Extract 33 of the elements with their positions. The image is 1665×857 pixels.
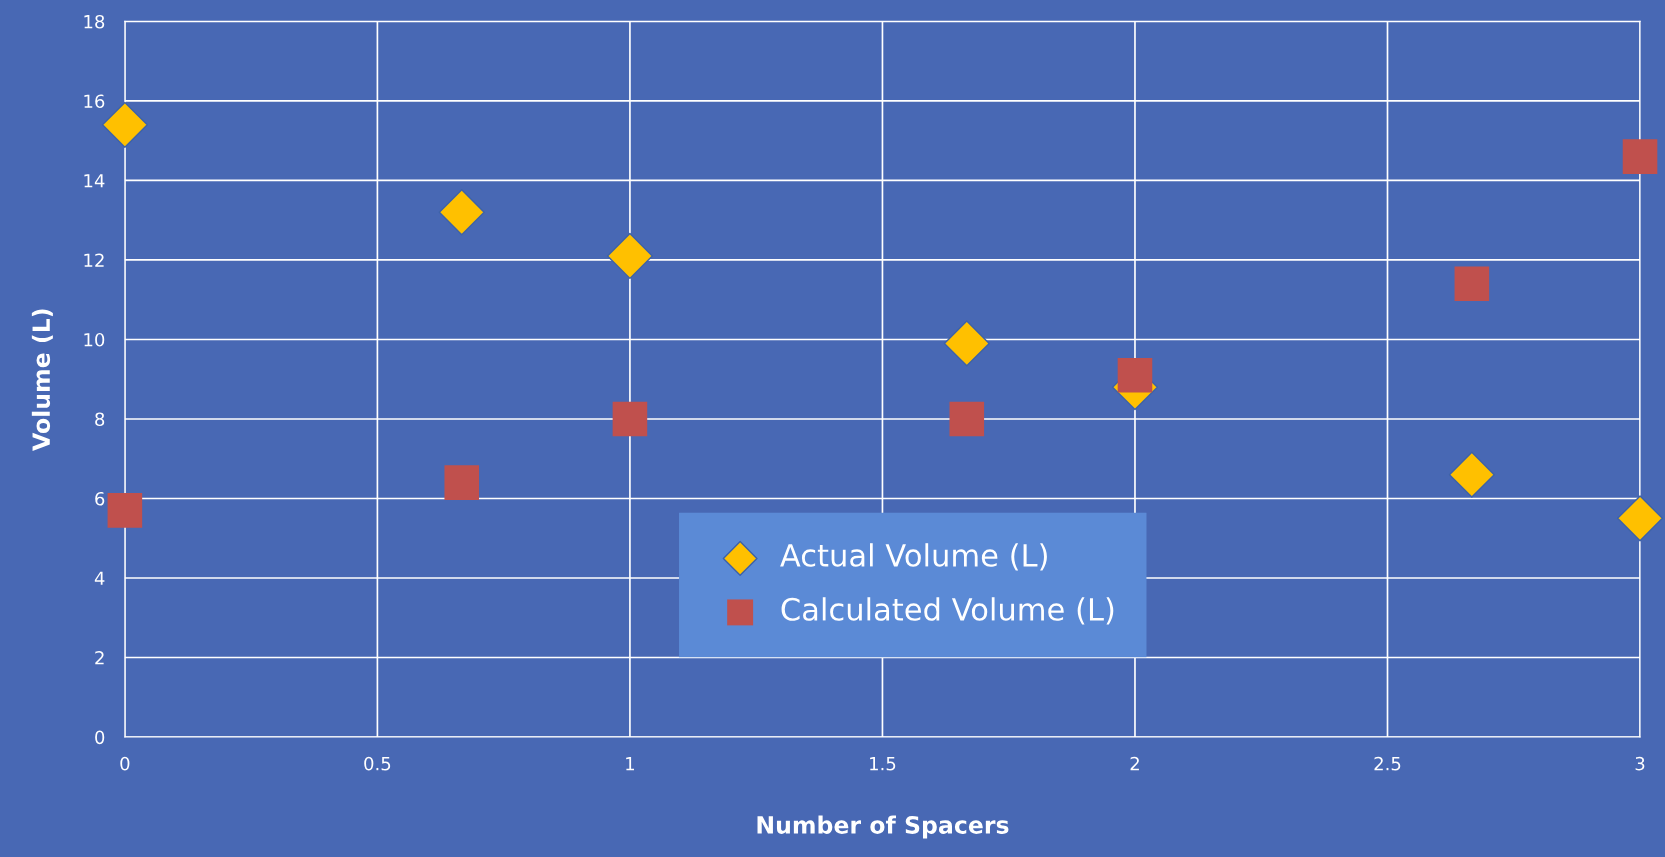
point [1616, 495, 1664, 542]
point [444, 465, 480, 500]
y-axis-title: Volume (L) [31, 309, 53, 451]
legend-label: Calculated Volume (L) [781, 597, 1114, 625]
y-tick-label: 12 [84, 253, 104, 267]
point [1622, 139, 1658, 174]
y-tick-label: 6 [95, 491, 105, 506]
x-tick-label: 0 [120, 756, 130, 771]
point [949, 401, 985, 437]
point [606, 232, 654, 280]
point [1448, 451, 1495, 498]
y-tick-label: 10 [84, 332, 105, 347]
x-tick-label: 3 [1635, 756, 1645, 771]
point [438, 189, 485, 236]
x-tick-label: 2.5 [1374, 756, 1401, 771]
point [1454, 266, 1490, 302]
x-tick-label: 1.5 [870, 757, 896, 771]
y-tick-label: 8 [95, 412, 105, 427]
point [943, 320, 990, 367]
y-tick-label: 18 [84, 14, 105, 29]
y-tick-label: 14 [84, 174, 105, 188]
y-tick-label: 16 [84, 94, 105, 109]
y-tick-label: 4 [94, 571, 105, 585]
y-tick-label: 0 [95, 730, 105, 745]
point [107, 493, 143, 528]
x-tick-label: 0.5 [364, 756, 391, 771]
x-axis-title: Number of Spacers [757, 815, 1009, 839]
x-tick-label: 1 [626, 757, 634, 771]
y-tick-label: 2 [95, 650, 104, 665]
x-tick-label: 2 [1130, 756, 1139, 771]
point [612, 401, 648, 437]
legend-label: Actual Volume (L) [780, 543, 1047, 571]
point [1117, 357, 1153, 393]
